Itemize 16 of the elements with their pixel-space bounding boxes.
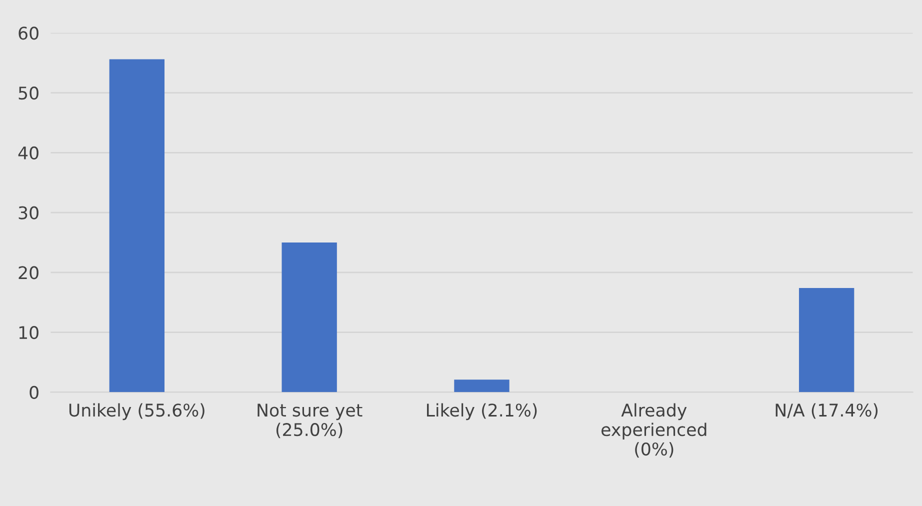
- y-tick-label: 30: [18, 206, 38, 220]
- y-tick-label: 60: [18, 26, 38, 40]
- x-tick-label: Likely (2.1%): [427, 403, 537, 420]
- y-tick-label: 20: [18, 266, 38, 280]
- x-tick-label: Unikely (55.6%): [69, 403, 204, 420]
- bar: [798, 288, 854, 392]
- x-tick-label: Not sure yet (25.0%): [258, 404, 362, 438]
- bar: [109, 59, 165, 392]
- y-tick-label: 10: [19, 326, 38, 340]
- y-tick-label: 0: [30, 386, 38, 399]
- bar: [282, 242, 337, 392]
- y-tick-label: 40: [18, 146, 38, 160]
- x-tick-label: Already experienced (0%): [601, 403, 706, 458]
- y-tick-label: 50: [18, 86, 38, 100]
- x-tick-label: N/A (17.4%): [776, 403, 878, 419]
- bar: [454, 380, 510, 392]
